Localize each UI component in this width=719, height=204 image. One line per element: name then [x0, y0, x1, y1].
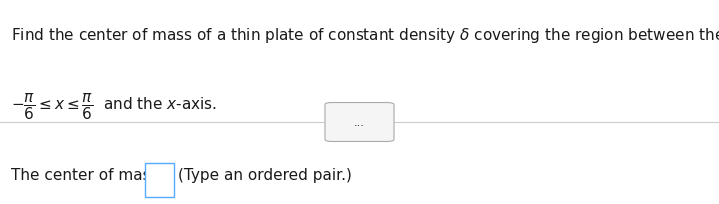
FancyBboxPatch shape	[325, 103, 394, 142]
Text: $-\dfrac{\pi}{6} \leq x \leq \dfrac{\pi}{6}$  and the $x$-axis.: $-\dfrac{\pi}{6} \leq x \leq \dfrac{\pi}…	[11, 92, 216, 121]
Text: (Type an ordered pair.): (Type an ordered pair.)	[178, 167, 352, 182]
Text: ...: ...	[354, 118, 365, 127]
FancyBboxPatch shape	[145, 163, 174, 197]
Text: The center of mass is: The center of mass is	[11, 167, 180, 182]
Text: Find the center of mass of a thin plate of constant density $\delta$ covering th: Find the center of mass of a thin plate …	[11, 24, 719, 46]
